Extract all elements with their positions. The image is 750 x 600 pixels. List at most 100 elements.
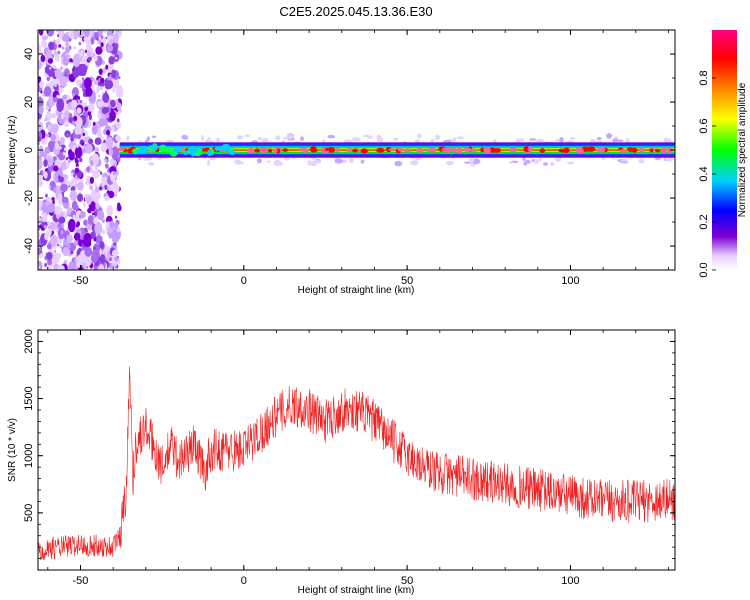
heatmap-cell xyxy=(62,71,65,76)
heatmap-cell xyxy=(38,136,41,142)
heatmap-cell xyxy=(46,251,53,261)
heatmap-cell xyxy=(84,246,93,257)
heatmap-cell xyxy=(98,68,103,75)
heatmap-cell xyxy=(85,87,93,97)
heatmap-cell xyxy=(46,243,52,250)
heatmap-cell xyxy=(40,54,46,63)
heatmap-cell xyxy=(434,134,441,141)
colorbar: 0.0 0.2 0.4 0.6 0.8 Normalized spectral ampl… xyxy=(698,30,748,278)
snr-y-tick-label: 1500 xyxy=(23,386,35,410)
heatmap-cell xyxy=(152,135,157,139)
heatmap-cell xyxy=(173,146,182,153)
heatmap-cell xyxy=(98,40,101,44)
spectrogram-y-tick-label: -40 xyxy=(23,238,35,254)
heatmap-cell xyxy=(625,137,630,143)
heatmap-cell xyxy=(376,147,385,153)
heatmap-cell xyxy=(70,181,76,187)
heatmap-cell xyxy=(214,146,222,151)
heatmap-cell xyxy=(38,97,44,109)
heatmap-cell xyxy=(57,50,61,55)
heatmap-cell xyxy=(38,48,42,57)
spectrogram-heatmap xyxy=(38,30,675,270)
heatmap-cell xyxy=(107,190,115,199)
heatmap-cell xyxy=(105,64,109,70)
spectrogram-y-tick-label: 0 xyxy=(23,147,35,153)
heatmap-cell xyxy=(83,30,90,37)
spectrogram-x-tick-label: 100 xyxy=(561,275,579,287)
heatmap-cell xyxy=(85,257,92,266)
heatmap-cell xyxy=(44,263,47,267)
heatmap-cell xyxy=(94,128,98,133)
heatmap-cell xyxy=(260,149,266,153)
heatmap-cell xyxy=(100,86,104,91)
heatmap-cell xyxy=(105,112,110,119)
heatmap-cell xyxy=(54,205,63,215)
heatmap-cell xyxy=(70,99,78,109)
heatmap-cell xyxy=(50,133,56,142)
heatmap-cell xyxy=(72,93,75,97)
heatmap-cell xyxy=(47,125,51,130)
heatmap-cell xyxy=(102,92,110,103)
heatmap-cell xyxy=(549,162,555,166)
heatmap-cell xyxy=(111,249,119,257)
heatmap-cell xyxy=(74,125,82,136)
heatmap-cell xyxy=(51,197,55,201)
heatmap-cell xyxy=(480,147,485,153)
heatmap-cell xyxy=(43,159,48,168)
heatmap-cell xyxy=(93,246,97,250)
heatmap-cell xyxy=(46,228,52,237)
heatmap-cell xyxy=(533,159,539,164)
colorbar-tick-label: 0.2 xyxy=(698,214,710,229)
heatmap-cell xyxy=(334,158,344,164)
heatmap-cell xyxy=(508,147,518,153)
heatmap-cell xyxy=(109,158,115,164)
heatmap-cell xyxy=(73,142,76,146)
heatmap-cell xyxy=(360,148,368,154)
heatmap-cell xyxy=(84,106,89,112)
heatmap-cell xyxy=(207,160,211,166)
heatmap-cell xyxy=(98,264,105,270)
heatmap-cell xyxy=(114,256,119,262)
heatmap-cell xyxy=(111,146,120,160)
heatmap-cell xyxy=(112,171,117,176)
heatmap-cell xyxy=(327,134,336,139)
spectrogram-x-tick-label: -50 xyxy=(73,275,89,287)
heatmap-cell xyxy=(165,139,175,143)
heatmap-cell xyxy=(82,263,87,268)
heatmap-cell xyxy=(89,176,95,184)
heatmap-cell xyxy=(110,69,117,79)
heatmap-cell xyxy=(60,66,63,70)
heatmap-cell xyxy=(99,77,105,84)
heatmap-cell xyxy=(566,161,575,165)
heatmap-cell xyxy=(85,149,89,153)
heatmap-cell xyxy=(72,68,75,71)
heatmap-cell xyxy=(100,142,108,153)
heatmap-cell xyxy=(87,56,92,62)
heatmap-cell xyxy=(81,148,86,153)
heatmap-cell xyxy=(112,87,116,93)
heatmap-cell xyxy=(58,176,65,183)
heatmap-cell xyxy=(73,46,76,50)
spectrogram-y-tick-label: 40 xyxy=(23,48,35,60)
heatmap-cell xyxy=(46,133,50,138)
heatmap-cell xyxy=(70,172,74,177)
heatmap-cell xyxy=(282,148,289,152)
heatmap-cell xyxy=(445,160,454,166)
heatmap-cell xyxy=(110,42,118,55)
heatmap-cell xyxy=(61,196,69,204)
heatmap-cell xyxy=(266,160,271,163)
heatmap-cell xyxy=(352,148,358,153)
heatmap-cell xyxy=(60,183,68,192)
heatmap-cell xyxy=(108,148,114,156)
heatmap-cell xyxy=(115,99,119,104)
heatmap-cell xyxy=(257,136,262,141)
heatmap-cell xyxy=(117,156,121,163)
heatmap-cell xyxy=(58,31,64,39)
heatmap-cell xyxy=(99,186,102,191)
heatmap-cell xyxy=(73,107,77,111)
heatmap-cell xyxy=(98,117,106,127)
heatmap-cell xyxy=(105,80,114,89)
heatmap-cell xyxy=(64,202,67,206)
heatmap-cell xyxy=(108,55,115,65)
